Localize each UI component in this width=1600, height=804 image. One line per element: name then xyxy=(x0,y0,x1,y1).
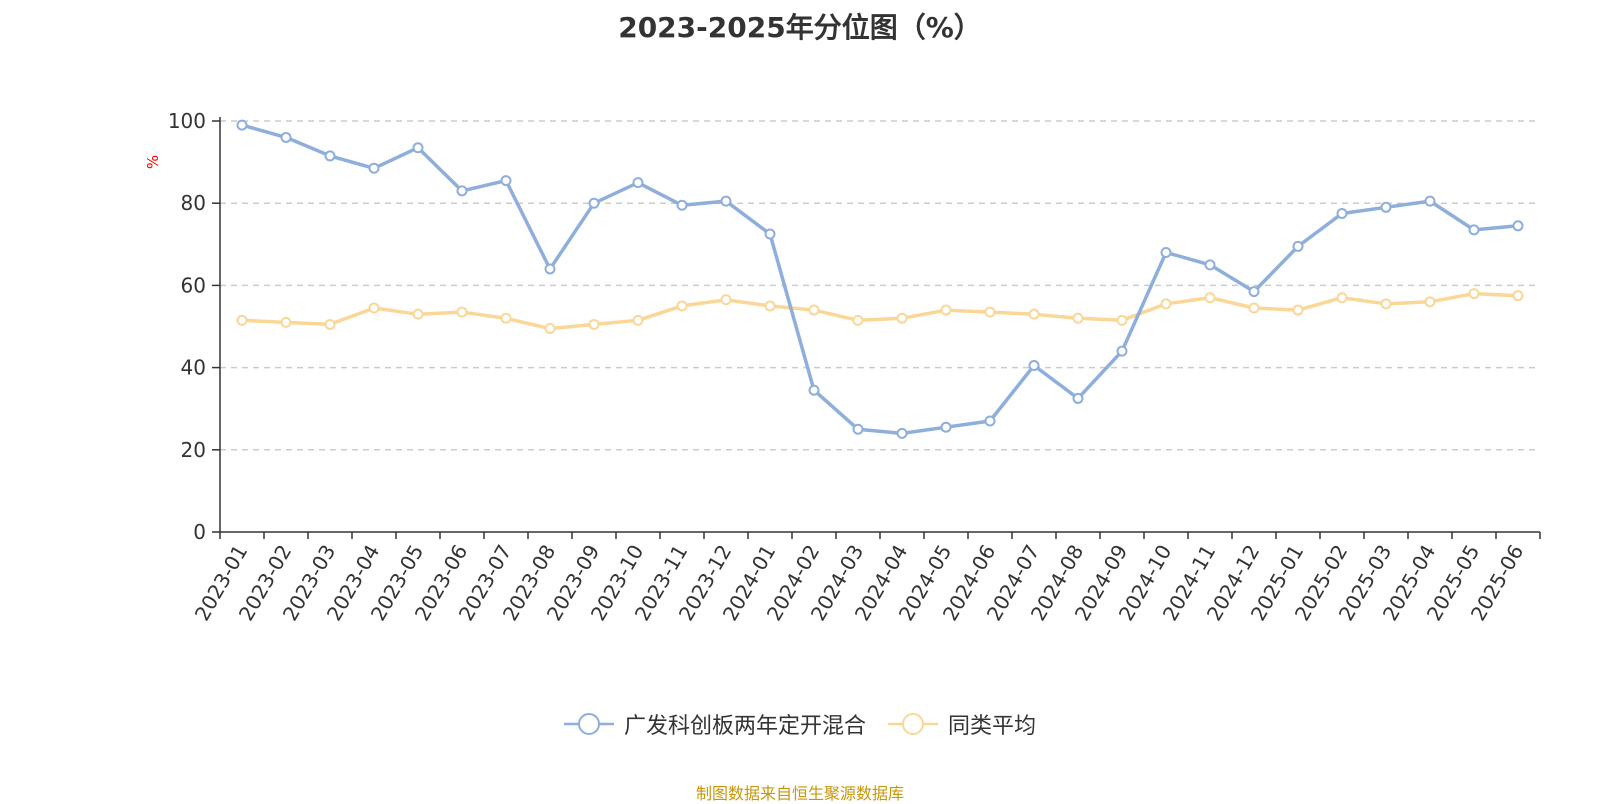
legend: 广发科创板两年定开混合 同类平均 xyxy=(0,708,1600,740)
y-tick-label: 80 xyxy=(181,191,206,215)
data-point xyxy=(940,421,952,433)
data-point xyxy=(1380,201,1392,213)
grid-lines xyxy=(220,120,1540,451)
legend-item[interactable]: 同类平均 xyxy=(888,708,1036,740)
y-tick-label: 60 xyxy=(181,273,206,297)
data-point xyxy=(324,318,336,330)
data-point xyxy=(1336,292,1348,304)
data-point xyxy=(852,314,864,326)
data-point xyxy=(456,185,468,197)
data-point xyxy=(764,228,776,240)
data-point xyxy=(676,300,688,312)
data-point xyxy=(500,175,512,187)
data-point xyxy=(1512,220,1524,232)
series-line xyxy=(240,291,1520,331)
data-point xyxy=(588,197,600,209)
data-point xyxy=(720,195,732,207)
data-point xyxy=(984,306,996,318)
series-lines xyxy=(236,119,1524,439)
data-point xyxy=(940,304,952,316)
chart-title: 2023-2025年分位图（%） xyxy=(618,11,982,44)
y-axis-label: % xyxy=(144,155,162,169)
data-point xyxy=(1160,298,1172,310)
data-point xyxy=(632,314,644,326)
data-point xyxy=(324,150,336,162)
data-point xyxy=(280,131,292,143)
data-point xyxy=(368,162,380,174)
data-point xyxy=(808,384,820,396)
data-point xyxy=(984,415,996,427)
data-point xyxy=(1072,392,1084,404)
data-point xyxy=(1292,240,1304,252)
data-point xyxy=(412,142,424,154)
legend-marker-icon xyxy=(888,713,938,735)
data-point xyxy=(1424,195,1436,207)
source-note: 制图数据来自恒生聚源数据库 xyxy=(695,784,904,803)
data-point xyxy=(1204,292,1216,304)
data-point xyxy=(1028,308,1040,320)
y-tick-label: 20 xyxy=(181,438,206,462)
data-point xyxy=(1380,298,1392,310)
data-point xyxy=(896,427,908,439)
legend-marker-icon xyxy=(563,713,614,735)
data-point xyxy=(544,323,556,335)
data-point xyxy=(500,312,512,324)
legend-circle xyxy=(577,713,600,735)
data-point xyxy=(1468,288,1480,300)
data-point xyxy=(236,119,248,131)
data-point xyxy=(412,308,424,320)
series-group xyxy=(236,288,1524,335)
data-point xyxy=(1204,259,1216,271)
series-group xyxy=(236,119,1524,439)
y-tick-label: 0 xyxy=(193,520,206,544)
data-point xyxy=(1468,224,1480,236)
data-point xyxy=(896,312,908,324)
data-point xyxy=(1072,312,1084,324)
data-point xyxy=(720,294,732,306)
data-point xyxy=(588,318,600,330)
data-point xyxy=(1116,345,1128,357)
data-point xyxy=(1248,302,1260,314)
series-line xyxy=(240,123,1520,436)
legend-item[interactable]: 广发科创板两年定开混合 xyxy=(563,708,866,740)
data-point xyxy=(808,304,820,316)
y-tick-label: 40 xyxy=(181,356,206,380)
data-point xyxy=(676,199,688,211)
data-point xyxy=(1116,314,1128,326)
data-point xyxy=(280,316,292,328)
data-point xyxy=(236,314,248,326)
data-point xyxy=(456,306,468,318)
legend-circle xyxy=(902,713,924,735)
data-point xyxy=(1248,286,1260,298)
data-point xyxy=(632,177,644,189)
data-point xyxy=(1512,290,1524,302)
data-point xyxy=(1028,360,1040,372)
data-point xyxy=(764,300,776,312)
data-point xyxy=(1292,304,1304,316)
y-tick-label: 100 xyxy=(168,109,206,133)
data-point xyxy=(1424,296,1436,308)
data-point xyxy=(368,302,380,314)
data-point xyxy=(852,423,864,435)
data-point xyxy=(544,263,556,275)
legend-label: 同类平均 xyxy=(948,714,1037,739)
data-point xyxy=(1336,207,1348,219)
legend-label: 广发科创板两年定开混合 xyxy=(623,714,866,739)
data-point xyxy=(1160,247,1172,259)
